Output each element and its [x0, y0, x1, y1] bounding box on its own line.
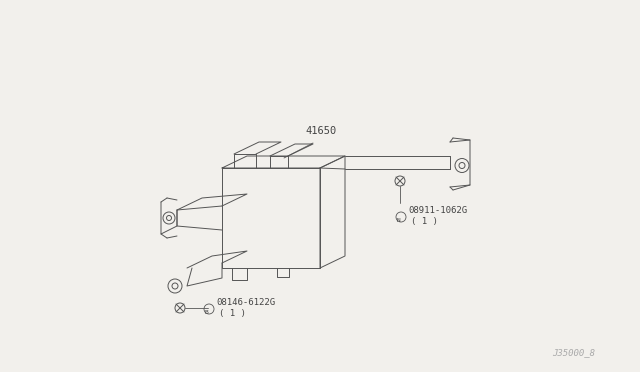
- Text: 08146-6122G: 08146-6122G: [216, 298, 275, 307]
- Text: 41650: 41650: [305, 126, 336, 136]
- Text: J35000_8: J35000_8: [552, 348, 595, 357]
- Text: ( 1 ): ( 1 ): [411, 217, 438, 226]
- Text: B: B: [205, 310, 209, 314]
- Text: 08911-1062G: 08911-1062G: [408, 206, 467, 215]
- Text: N: N: [397, 218, 401, 222]
- Text: ( 1 ): ( 1 ): [219, 309, 246, 318]
